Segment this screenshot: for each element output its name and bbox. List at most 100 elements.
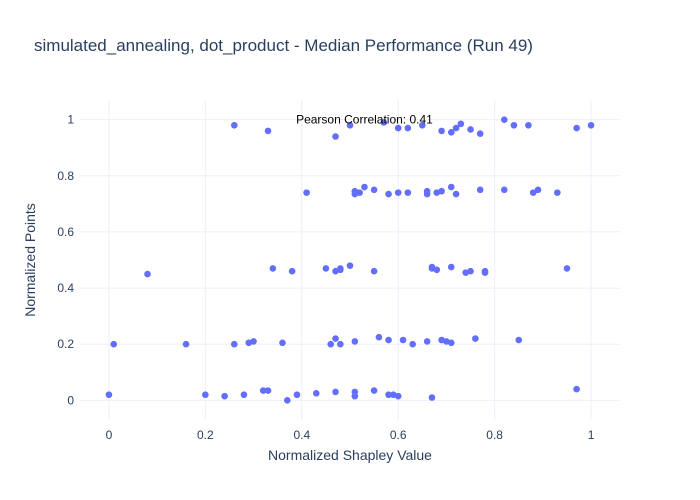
data-point	[375, 333, 383, 341]
x-tick-label: 0.8	[486, 428, 503, 442]
data-point	[259, 387, 267, 394]
data-point	[105, 391, 113, 399]
data-point	[182, 340, 190, 348]
data-point	[332, 133, 339, 140]
x-tick-label: 1	[588, 428, 595, 442]
y-tick-label: 0	[67, 393, 74, 407]
data-point	[303, 189, 310, 196]
data-point	[419, 121, 426, 129]
data-point	[346, 262, 354, 269]
data-point	[230, 340, 238, 348]
y-tick-labels: 0 0.2 0.4 0.6 0.8 1	[57, 113, 74, 408]
data-point	[288, 267, 296, 275]
data-point	[110, 340, 118, 348]
data-point	[351, 338, 359, 345]
data-point	[230, 121, 238, 129]
data-point	[467, 267, 474, 275]
data-point	[332, 335, 339, 342]
correlation-annotation: Pearson Correlation: 0.41	[296, 112, 433, 126]
x-axis-label: Normalized Shapley Value	[268, 447, 432, 463]
x-tick-label: 0.6	[390, 428, 407, 442]
data-point	[327, 340, 335, 348]
data-point	[370, 267, 378, 275]
data-point	[370, 186, 378, 194]
data-points	[105, 116, 595, 404]
grid-lines	[80, 100, 620, 420]
data-point	[312, 390, 320, 397]
data-point	[356, 189, 363, 196]
data-point	[394, 392, 402, 400]
data-point	[394, 124, 402, 132]
data-point	[409, 340, 416, 348]
data-point	[476, 186, 484, 194]
data-point	[332, 388, 339, 396]
data-point	[385, 190, 392, 198]
data-point	[361, 183, 368, 191]
data-point	[529, 189, 537, 196]
y-tick-label: 0.2	[57, 337, 74, 351]
data-point	[428, 263, 436, 271]
data-point	[423, 338, 431, 345]
y-axis-label: Normalized Points	[22, 203, 38, 317]
x-tick-labels: 0 0.2 0.4 0.6 0.8 1	[106, 428, 595, 442]
data-point	[573, 124, 580, 132]
y-tick-label: 0.4	[57, 281, 74, 295]
data-point	[337, 340, 344, 348]
data-point	[240, 391, 248, 399]
data-point	[472, 335, 479, 342]
data-point	[433, 266, 441, 274]
data-point	[399, 336, 407, 344]
data-point	[573, 385, 580, 393]
data-point	[264, 387, 272, 394]
data-point	[534, 186, 542, 194]
data-point	[394, 189, 402, 196]
data-point	[515, 336, 523, 344]
data-point	[351, 392, 359, 400]
data-point	[467, 126, 474, 133]
y-tick-label: 1	[67, 113, 74, 127]
data-point	[563, 265, 571, 272]
data-point	[284, 397, 291, 404]
data-point	[500, 186, 508, 194]
data-point	[322, 265, 330, 272]
data-point	[221, 392, 228, 400]
x-tick-label: 0.4	[293, 428, 310, 442]
data-point	[269, 265, 277, 272]
data-point	[423, 190, 431, 198]
data-point	[447, 263, 455, 271]
data-point	[587, 121, 595, 129]
data-point	[385, 336, 392, 344]
data-point	[380, 119, 388, 126]
data-point	[510, 121, 518, 129]
data-point	[452, 124, 460, 132]
data-point	[554, 189, 561, 196]
data-point	[144, 270, 151, 278]
data-point	[525, 121, 532, 129]
data-point	[476, 130, 484, 137]
data-point	[404, 124, 412, 132]
data-point	[428, 394, 436, 401]
data-point	[293, 391, 301, 399]
data-point	[404, 189, 412, 196]
x-tick-label: 0.2	[197, 428, 214, 442]
chart-title: simulated_annealing, dot_product - Media…	[34, 36, 533, 55]
data-point	[337, 265, 344, 272]
y-tick-label: 0.6	[57, 225, 74, 239]
data-point	[438, 187, 445, 195]
data-point	[385, 391, 392, 399]
x-tick-label: 0	[106, 428, 113, 442]
data-point	[264, 127, 272, 135]
data-point	[457, 120, 465, 128]
y-tick-label: 0.8	[57, 169, 74, 183]
data-point	[245, 339, 253, 347]
data-point	[438, 127, 445, 135]
data-point	[447, 128, 455, 136]
data-point	[370, 387, 378, 394]
data-point	[279, 339, 286, 347]
data-point	[447, 339, 455, 347]
data-point	[346, 121, 354, 129]
data-point	[500, 116, 508, 123]
data-point	[452, 190, 460, 198]
